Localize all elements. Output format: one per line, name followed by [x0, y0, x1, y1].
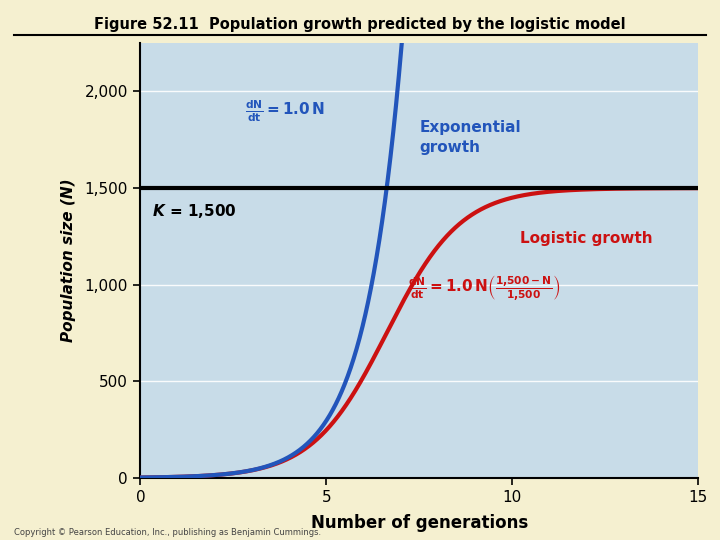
Text: Exponential
growth: Exponential growth	[419, 120, 521, 156]
Text: Figure 52.11  Population growth predicted by the logistic model: Figure 52.11 Population growth predicted…	[94, 17, 626, 32]
Text: Copyright © Pearson Education, Inc., publishing as Benjamin Cummings.: Copyright © Pearson Education, Inc., pub…	[14, 528, 322, 537]
Y-axis label: Population size (N): Population size (N)	[61, 179, 76, 342]
Text: $\mathbf{\frac{dN}{dt}}$$\mathbf{= 1.0\,N}$: $\mathbf{\frac{dN}{dt}}$$\mathbf{= 1.0\,…	[245, 98, 325, 124]
Text: Logistic growth: Logistic growth	[520, 231, 652, 246]
Text: $\mathbf{\frac{dN}{dt}}$$\mathbf{= 1.0\,N}$$\mathbf{\left(\frac{1{,}500-N}{1{,}5: $\mathbf{\frac{dN}{dt}}$$\mathbf{= 1.0\,…	[408, 273, 561, 303]
Text: $\bfit{K}$ = 1,500: $\bfit{K}$ = 1,500	[152, 201, 236, 220]
X-axis label: Number of generations: Number of generations	[311, 514, 528, 532]
